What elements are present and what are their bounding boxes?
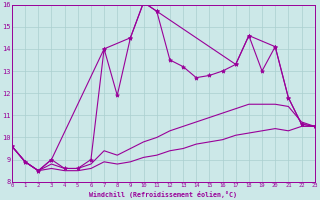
X-axis label: Windchill (Refroidissement éolien,°C): Windchill (Refroidissement éolien,°C) <box>89 191 237 198</box>
